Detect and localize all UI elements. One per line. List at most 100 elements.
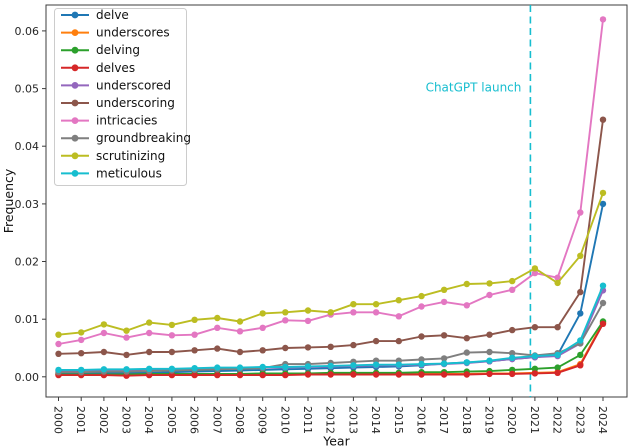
series-point-meticulous: [259, 363, 266, 371]
series-point-scrutinizing: [191, 316, 198, 323]
x-tick-label: 2004: [142, 406, 155, 434]
series-point-meticulous: [236, 364, 244, 371]
series-point-meticulous: [55, 366, 62, 374]
series-point-meticulous: [463, 359, 470, 366]
series-point-meticulous: [599, 282, 607, 289]
legend-item-scrutinizing: scrutinizing: [61, 149, 165, 163]
series-point-underscoring: [282, 344, 289, 352]
series-point-delves: [191, 371, 198, 379]
series-point-scrutinizing: [55, 331, 62, 338]
legend-item-label: delves: [96, 61, 135, 75]
series-point-meticulous: [327, 362, 334, 370]
series-point-scrutinizing: [304, 307, 312, 314]
series-point-delves: [327, 371, 334, 378]
series-point-meticulous: [486, 357, 493, 364]
series-point-meticulous: [123, 366, 130, 373]
series-point-scrutinizing: [214, 314, 221, 322]
y-tick-label: 0.01: [15, 313, 40, 326]
series-point-delves: [259, 371, 266, 379]
series-point-groundbreaking: [599, 299, 607, 307]
y-tick-label: 0.00: [15, 371, 40, 384]
series-point-meticulous: [146, 365, 153, 372]
series-point-delves: [463, 371, 470, 378]
series-point-meticulous: [350, 362, 357, 369]
legend-item-label: meticulous: [96, 166, 162, 180]
plot-border: [45, 4, 628, 398]
legend-marker-swatch: [71, 46, 79, 54]
series-point-meticulous: [554, 351, 561, 359]
series-point-underscoring: [350, 341, 357, 349]
x-tick-label: 2002: [97, 406, 110, 434]
x-tick-label: 2017: [437, 406, 450, 434]
x-tick-label: 2009: [256, 406, 269, 434]
legend-item-underscores: underscores: [61, 26, 170, 40]
legend-item-label: groundbreaking: [96, 131, 191, 145]
series-point-meticulous: [395, 361, 402, 368]
series-point-underscoring: [214, 345, 221, 352]
series-point-scrutinizing: [531, 265, 539, 272]
series-point-delves: [168, 371, 176, 379]
x-tick-label: 2008: [233, 406, 246, 434]
x-tick-label: 2011: [301, 406, 314, 434]
series-point-intricacies: [304, 317, 312, 325]
series-point-delves: [282, 371, 289, 379]
legend-marker-swatch: [71, 152, 79, 160]
series-point-delves: [350, 371, 357, 378]
series-point-meticulous: [168, 365, 176, 372]
legend-marker-swatch: [71, 170, 79, 177]
legend-marker-swatch: [71, 64, 79, 72]
series-point-intricacies: [509, 286, 516, 293]
series-point-scrutinizing: [282, 309, 289, 316]
x-tick-label: 2003: [120, 406, 133, 434]
x-tick-label: 2005: [165, 406, 178, 434]
legend-item-label: delve: [96, 8, 129, 22]
series-point-scrutinizing: [100, 321, 108, 328]
legend-item-groundbreaking: groundbreaking: [61, 131, 191, 145]
x-tick-label: 2012: [324, 406, 337, 434]
series-point-intricacies: [486, 291, 493, 299]
series-point-underscoring: [191, 347, 198, 354]
series-point-delves: [440, 371, 448, 378]
x-tick-label: 2023: [573, 406, 586, 434]
series-point-scrutinizing: [418, 292, 425, 300]
x-tick-label: 2019: [483, 406, 496, 434]
legend-item-meticulous: meticulous: [61, 166, 162, 180]
series-point-scrutinizing: [577, 252, 584, 259]
series-point-delving: [554, 364, 561, 371]
series-point-intricacies: [440, 298, 448, 306]
series-point-intricacies: [531, 269, 539, 277]
series-point-delves: [554, 369, 561, 376]
series-point-scrutinizing: [554, 279, 561, 287]
series-point-underscoring: [372, 337, 380, 345]
x-tick-label: 2001: [74, 406, 87, 434]
series-point-meticulous: [78, 366, 85, 374]
series-point-underscoring: [531, 324, 539, 331]
series-point-intricacies: [463, 302, 470, 309]
legend-marker-swatch: [71, 29, 79, 36]
x-tick-label: 2010: [278, 406, 291, 434]
series-point-intricacies: [350, 309, 357, 316]
series-point-intricacies: [395, 313, 402, 320]
series-point-scrutinizing: [350, 301, 357, 308]
x-tick-label: 2018: [460, 406, 473, 434]
series-point-meticulous: [531, 352, 539, 360]
y-tick-label: 0.05: [15, 83, 40, 96]
series-point-underscoring: [554, 324, 561, 331]
series-point-intricacies: [282, 317, 289, 324]
series-point-groundbreaking: [509, 350, 516, 357]
series-point-scrutinizing: [168, 321, 176, 329]
series-point-intricacies: [191, 331, 198, 338]
series-point-underscoring: [259, 347, 266, 354]
x-tick-label: 2000: [52, 406, 65, 434]
legend-item-delve: delve: [61, 8, 129, 22]
series-point-underscoring: [395, 337, 402, 345]
series-point-delves: [486, 370, 493, 378]
legend-item-intricacies: intricacies: [61, 114, 157, 128]
series-point-groundbreaking: [418, 356, 425, 363]
series-point-meticulous: [282, 363, 289, 371]
x-tick-label: 2014: [369, 406, 382, 434]
legend-marker-swatch: [71, 134, 79, 142]
series-point-intricacies: [78, 336, 85, 344]
series-point-intricacies: [418, 303, 425, 310]
